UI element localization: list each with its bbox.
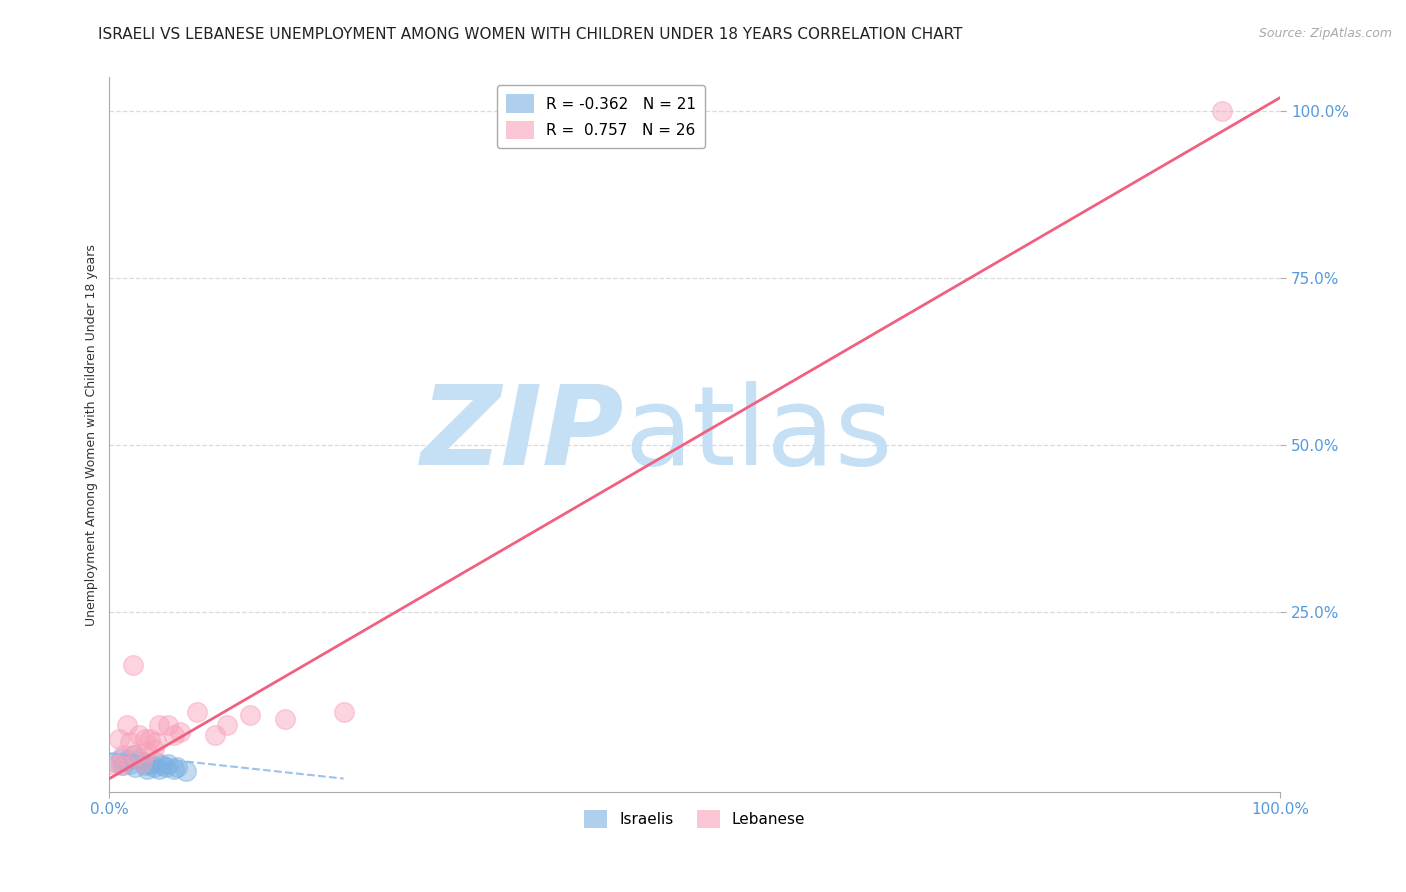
Point: [134, 731, 156, 746]
Point: [145, 755, 167, 769]
Point: [1211, 103, 1233, 118]
Point: [204, 728, 226, 742]
Y-axis label: Unemployment Among Women with Children Under 18 years: Unemployment Among Women with Children U…: [86, 244, 98, 625]
Point: [139, 731, 162, 746]
Point: [142, 741, 165, 756]
Point: [186, 705, 208, 719]
Point: [134, 758, 156, 772]
Point: [131, 755, 153, 769]
Point: [239, 708, 262, 723]
Point: [148, 718, 170, 732]
Point: [121, 658, 143, 673]
Point: [131, 755, 153, 769]
Point: [115, 718, 138, 732]
Point: [124, 759, 146, 773]
Point: [166, 759, 188, 773]
Point: [142, 759, 165, 773]
Point: [135, 762, 157, 776]
Text: ZIP: ZIP: [422, 381, 624, 488]
Point: [120, 735, 142, 749]
Point: [155, 759, 177, 773]
Point: [104, 758, 127, 772]
Point: [110, 751, 132, 765]
Point: [274, 711, 297, 725]
Point: [163, 728, 186, 742]
Point: [107, 731, 129, 746]
Point: [121, 748, 143, 763]
Point: [135, 745, 157, 759]
Point: [112, 748, 135, 763]
Point: [332, 705, 354, 719]
Point: [139, 756, 162, 771]
Point: [124, 748, 146, 763]
Point: [128, 751, 150, 765]
Point: [169, 724, 191, 739]
Point: [156, 718, 179, 732]
Point: [112, 758, 135, 772]
Point: [128, 728, 150, 742]
Point: [148, 762, 170, 776]
Point: [174, 764, 197, 778]
Point: [104, 755, 127, 769]
Point: [120, 756, 142, 771]
Point: [115, 753, 138, 767]
Text: Source: ZipAtlas.com: Source: ZipAtlas.com: [1258, 27, 1392, 40]
Point: [163, 762, 186, 776]
Point: [145, 735, 167, 749]
Point: [110, 758, 132, 772]
Point: [156, 756, 179, 771]
Point: [150, 758, 173, 772]
Legend: Israelis, Lebanese: Israelis, Lebanese: [578, 804, 811, 834]
Text: atlas: atlas: [624, 381, 893, 488]
Point: [215, 718, 238, 732]
Text: ISRAELI VS LEBANESE UNEMPLOYMENT AMONG WOMEN WITH CHILDREN UNDER 18 YEARS CORREL: ISRAELI VS LEBANESE UNEMPLOYMENT AMONG W…: [98, 27, 963, 42]
